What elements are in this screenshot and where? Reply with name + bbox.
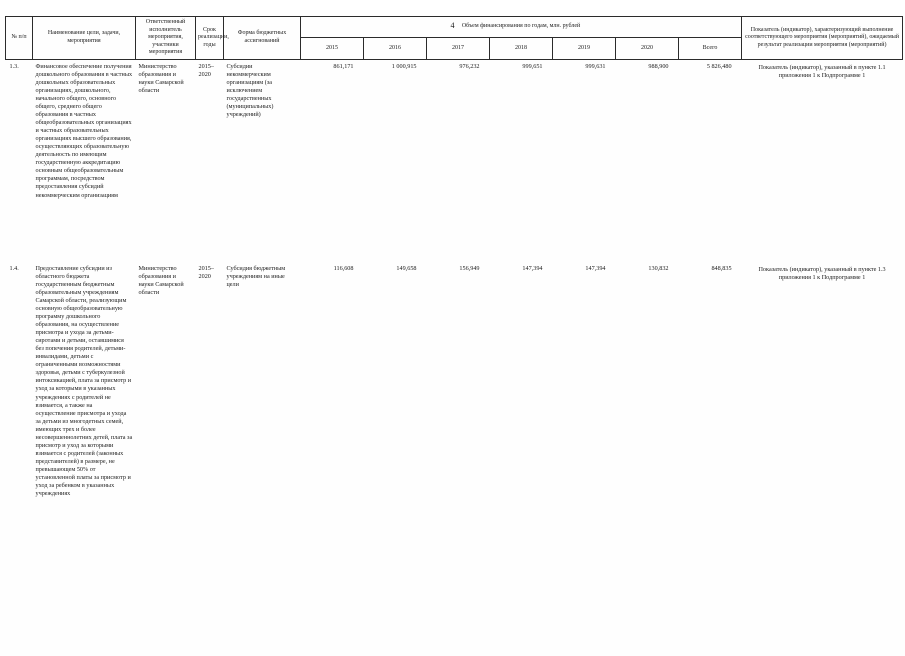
cell-value-2020: 130,832 — [648, 264, 669, 272]
col-header-indicator: Показатель (индикатор), характеризующий … — [741, 16, 904, 60]
cell-value-2019: 999,631 — [585, 62, 606, 70]
cell-row-number: 1.4. — [9, 264, 19, 272]
page-number: 4 — [450, 21, 455, 30]
cell-value-2018: 147,394 — [522, 264, 543, 272]
cell-executor: Министерство образования и науки Самарск… — [138, 264, 184, 296]
col-header-2019: 2019 — [552, 37, 616, 60]
cell-period: 2015– 2020 — [198, 264, 214, 280]
cell-budget-form: Субсидии некоммерческим организациям (за… — [226, 62, 274, 118]
cell-executor: Министерство образования и науки Самарск… — [138, 62, 184, 94]
cell-measure-name: Предоставление субсидии из областного бю… — [35, 264, 133, 498]
col-header-2016: 2016 — [363, 37, 427, 60]
financing-table: № п/п Наименование цели, задачи, меропри… — [5, 15, 904, 598]
col-header-num: № п/п — [5, 16, 33, 60]
cell-value-total: 848,835 — [711, 264, 732, 272]
cell-value-2015: 116,608 — [333, 264, 354, 272]
col-header-total: Всего — [677, 37, 743, 60]
table-row-1-3: 1.3. Финансовое обеспечение получения до… — [6, 59, 903, 262]
cell-value-2020: 988,900 — [648, 62, 669, 70]
cell-value-2019: 147,394 — [585, 264, 606, 272]
cell-value-2018: 999,651 — [522, 62, 543, 70]
cell-budget-form: Субсидия бюджетным учреждениям на иные ц… — [226, 264, 286, 288]
table-row-1-4: 1.4. Предоставление субсидии из областно… — [6, 262, 903, 598]
col-header-period: Срок реализации, годы — [195, 16, 229, 60]
cell-value-2017: 976,232 — [459, 62, 480, 70]
col-header-2015: 2015 — [300, 37, 364, 60]
cell-period: 2015– 2020 — [198, 62, 214, 78]
cell-indicator: Показатель (индикатор), указанный в пунк… — [758, 63, 886, 79]
col-header-2020: 2020 — [615, 37, 679, 60]
cell-indicator: Показатель (индикатор), указанный в пунк… — [758, 265, 886, 281]
table-header: № п/п Наименование цели, задачи, меропри… — [5, 15, 904, 60]
col-header-form: Форма бюджетных ассигнований — [223, 16, 301, 60]
col-header-2017: 2017 — [426, 37, 490, 60]
cell-value-2015: 861,171 — [333, 62, 354, 70]
cell-value-2016: 1 000,915 — [391, 62, 417, 70]
col-header-executor: Ответственный исполнитель мероприятия, у… — [135, 16, 196, 60]
col-header-2018: 2018 — [489, 37, 553, 60]
cell-row-number: 1.3. — [9, 62, 19, 70]
cell-value-2017: 156,949 — [459, 264, 480, 272]
document-page: 4 № п/п Наименование цели, задачи, мероп… — [0, 15, 905, 656]
cell-value-total: 5 826,480 — [706, 62, 732, 70]
cell-value-2016: 149,658 — [396, 264, 417, 272]
cell-measure-name: Финансовое обеспечение получения дошколь… — [35, 62, 133, 199]
col-header-financing: Объем финансирования по годам, млн. рубл… — [299, 15, 743, 39]
